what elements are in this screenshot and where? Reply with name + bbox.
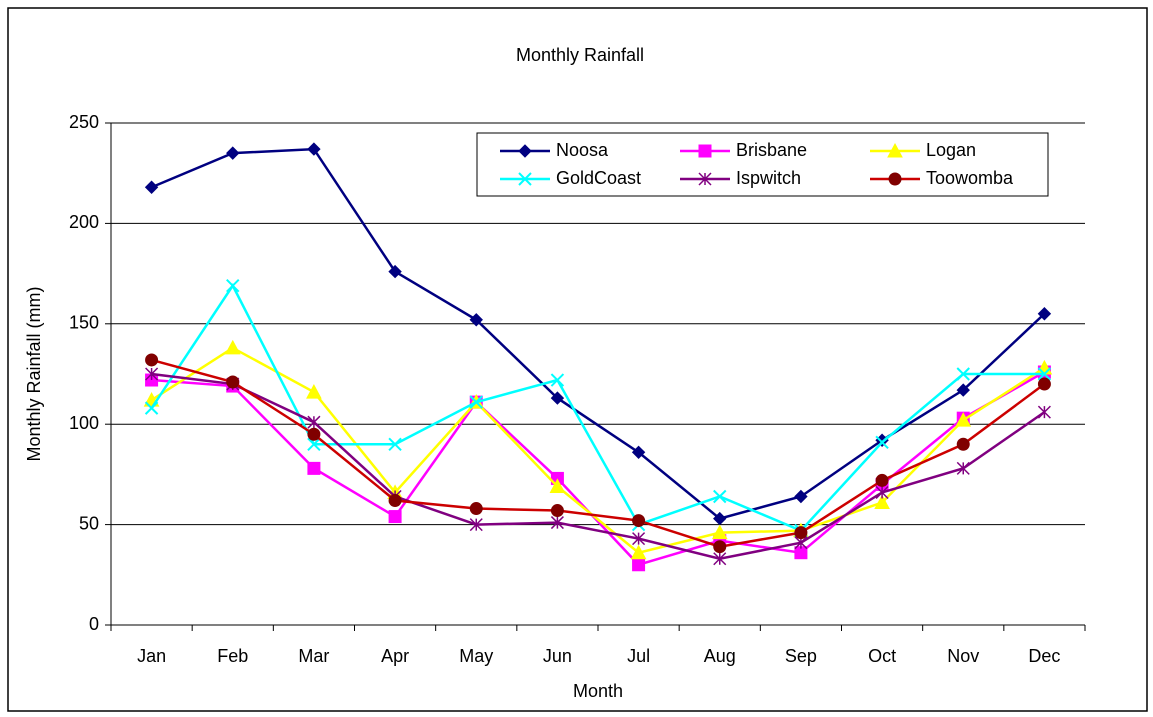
marker (1037, 367, 1052, 381)
marker (226, 146, 240, 160)
marker (145, 353, 159, 367)
marker (388, 494, 402, 508)
legend-label: Logan (926, 140, 976, 160)
x-tick-label: Aug (704, 646, 736, 666)
marker (549, 478, 566, 493)
x-axis-label: Month (573, 681, 623, 701)
marker (875, 435, 889, 449)
y-tick-label: 0 (89, 614, 99, 634)
series-line (151, 372, 1046, 561)
marker (888, 172, 902, 186)
legend-label: GoldCoast (556, 168, 641, 188)
marker (632, 532, 646, 546)
marker (1037, 307, 1052, 321)
marker (550, 516, 564, 530)
marker (469, 518, 483, 532)
y-tick-label: 250 (69, 112, 99, 132)
marker (711, 524, 728, 540)
marker (630, 544, 647, 560)
marker (518, 144, 532, 158)
y-tick-label: 100 (69, 413, 99, 433)
marker (388, 437, 402, 451)
marker (956, 437, 970, 451)
chart-title: Monthly Rainfall (516, 45, 644, 65)
marker (956, 461, 970, 475)
y-axis-label: Monthly Rainfall (mm) (24, 286, 44, 461)
marker (307, 427, 321, 441)
legend-label: Ispwitch (736, 168, 801, 188)
x-tick-label: Apr (381, 646, 409, 666)
x-tick-label: Jun (543, 646, 572, 666)
marker (469, 395, 483, 409)
marker (388, 510, 402, 524)
marker (956, 367, 970, 381)
marker (145, 367, 159, 381)
x-tick-label: Oct (868, 646, 896, 666)
marker (550, 504, 564, 518)
chart-border (7, 7, 1148, 712)
marker (887, 142, 903, 158)
marker (550, 391, 565, 405)
legend-label: Toowomba (926, 168, 1014, 188)
series-line (150, 283, 1045, 533)
legend-label: Brisbane (736, 140, 807, 160)
legend-label: Noosa (556, 140, 609, 160)
marker (955, 412, 972, 427)
x-tick-label: Jul (627, 646, 650, 666)
marker (874, 494, 890, 510)
legend-box (476, 132, 1049, 197)
marker (306, 384, 322, 399)
marker (713, 540, 727, 554)
marker (632, 514, 646, 528)
marker (307, 142, 321, 156)
marker (875, 485, 889, 500)
x-tick-label: Nov (947, 646, 979, 666)
marker (631, 445, 646, 460)
marker (224, 339, 241, 355)
y-tick-label: 150 (69, 313, 99, 333)
marker (794, 489, 808, 504)
marker (226, 278, 240, 293)
x-tick-label: Sep (785, 646, 817, 666)
marker (698, 172, 712, 186)
marker (1037, 405, 1051, 419)
marker (550, 373, 565, 387)
marker (713, 511, 727, 526)
marker (307, 437, 321, 451)
x-tick-label: May (459, 646, 493, 666)
marker (875, 473, 889, 487)
marker (956, 383, 970, 397)
marker (469, 502, 483, 516)
marker (388, 264, 402, 279)
marker (307, 415, 321, 429)
x-tick-label: Dec (1028, 646, 1060, 666)
marker (713, 552, 727, 566)
marker (144, 180, 159, 194)
x-tick-label: Mar (298, 646, 329, 666)
marker (698, 144, 712, 158)
y-tick-label: 200 (69, 212, 99, 232)
marker (307, 461, 321, 475)
x-tick-label: Feb (217, 646, 248, 666)
marker (1037, 377, 1051, 391)
marker (794, 526, 808, 540)
marker (632, 558, 646, 572)
marker (518, 172, 532, 186)
marker (469, 313, 483, 327)
x-tick-label: Jan (137, 646, 166, 666)
series-line (151, 358, 1046, 548)
marker (713, 489, 727, 504)
marker (226, 375, 240, 389)
y-tick-label: 50 (79, 513, 99, 533)
marker (144, 401, 159, 415)
